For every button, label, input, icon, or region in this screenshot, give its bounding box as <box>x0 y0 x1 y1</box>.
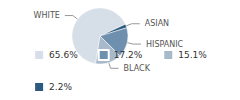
svg-text:HISPANIC: HISPANIC <box>146 40 184 49</box>
svg-text:BLACK: BLACK <box>124 64 151 73</box>
svg-text:ASIAN: ASIAN <box>145 19 169 28</box>
svg-text:WHITE: WHITE <box>34 11 60 20</box>
svg-text:65.6%: 65.6% <box>49 50 78 60</box>
svg-text:15.1%: 15.1% <box>178 50 207 60</box>
svg-text:17.2%: 17.2% <box>114 50 143 60</box>
svg-text:2.2%: 2.2% <box>49 82 72 92</box>
